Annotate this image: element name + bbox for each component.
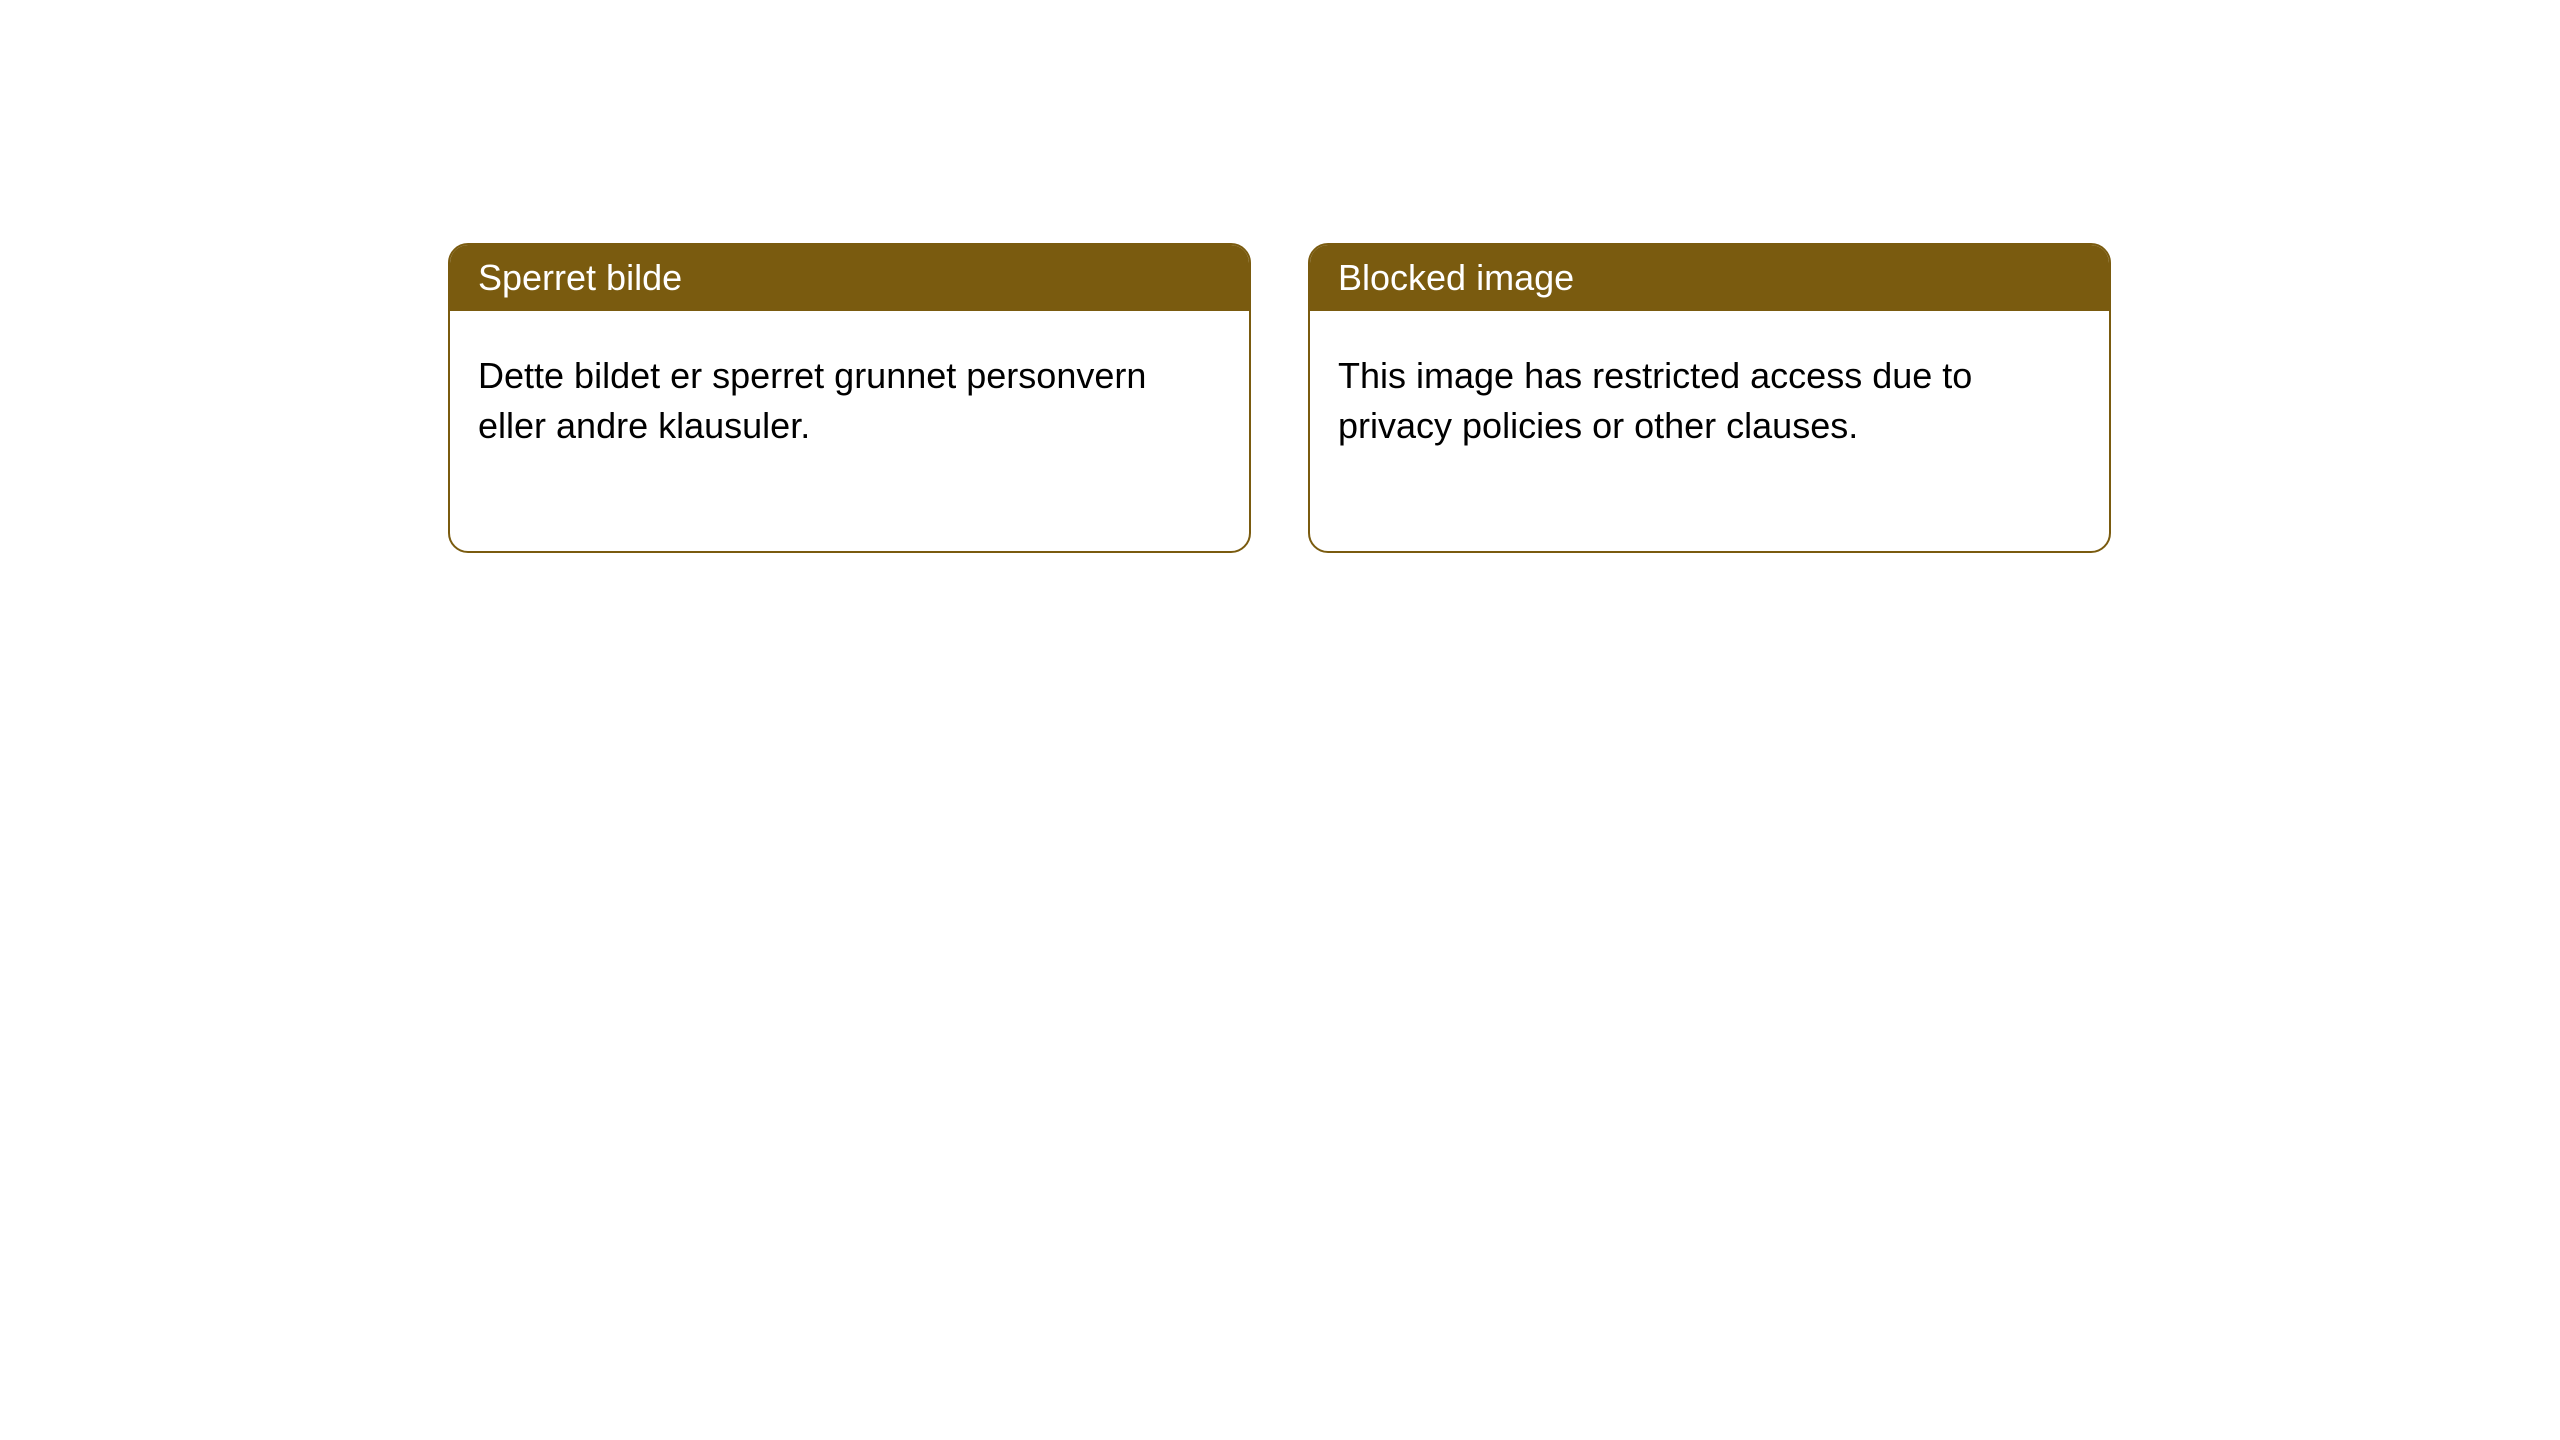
notice-body-english: This image has restricted access due to … (1310, 311, 2109, 551)
notice-body-norwegian: Dette bildet er sperret grunnet personve… (450, 311, 1249, 551)
notice-container: Sperret bilde Dette bildet er sperret gr… (0, 0, 2560, 553)
notice-title-english: Blocked image (1310, 245, 2109, 311)
notice-card-english: Blocked image This image has restricted … (1308, 243, 2111, 553)
notice-card-norwegian: Sperret bilde Dette bildet er sperret gr… (448, 243, 1251, 553)
notice-title-norwegian: Sperret bilde (450, 245, 1249, 311)
